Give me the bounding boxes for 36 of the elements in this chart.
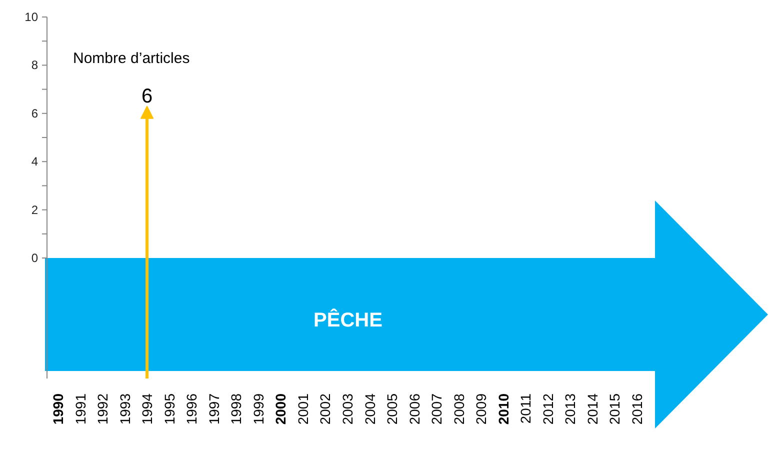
x-tick-label: 2003 (340, 393, 356, 425)
x-tick-label: 1994 (139, 393, 156, 425)
x-tick-label: 1991 (72, 393, 88, 425)
x-tick-label: 1993 (116, 393, 133, 425)
x-tick-label: 2013 (562, 393, 578, 425)
y-tick-label: 0 (31, 251, 38, 265)
y-axis-title: Nombre d’articles (73, 50, 190, 67)
x-tick-label: 2016 (628, 393, 645, 425)
x-tick-label: 2004 (362, 393, 378, 425)
x-tick-label: 2001 (294, 393, 311, 425)
x-tick-label: 2008 (450, 393, 467, 425)
x-tick-label: 2012 (540, 393, 556, 425)
x-tick-label: 1998 (228, 393, 244, 425)
x-tick-label: 2007 (428, 393, 445, 425)
x-tick-label: 2014 (584, 393, 600, 425)
y-tick-label: 10 (24, 10, 38, 24)
x-tick-label: 2015 (606, 393, 623, 425)
y-tick-label: 2 (31, 202, 38, 217)
x-tick-label: 1990 (50, 393, 66, 425)
x-tick-label: 1995 (161, 393, 178, 425)
annotation: PÊCHE (314, 308, 382, 332)
x-tick-label: 1997 (206, 393, 222, 425)
y-tick-label: 4 (31, 154, 38, 169)
x-tick-label: 2006 (406, 393, 422, 425)
x-tick-label: 2011 (518, 393, 534, 424)
data-label: 6 (141, 85, 153, 108)
x-tick-label: 2002 (317, 393, 334, 425)
y-tick-label: 6 (31, 106, 38, 120)
x-tick-label: 1999 (250, 393, 266, 425)
x-tick-label: 2009 (473, 393, 490, 425)
x-tick-label: 1992 (94, 393, 111, 425)
x-tick-label: 2005 (384, 393, 400, 425)
y-tick-label: 8 (31, 58, 38, 72)
x-tick-label: 1996 (184, 393, 200, 425)
x-tick-label: 2000 (272, 393, 289, 425)
x-tick-label: 2010 (495, 393, 512, 425)
